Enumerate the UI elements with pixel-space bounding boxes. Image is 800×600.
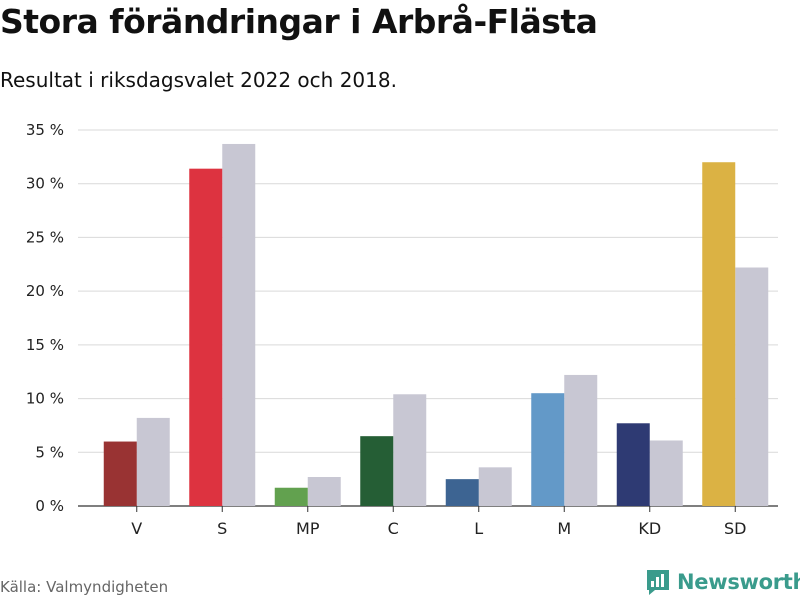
x-axis-ticks: V S MP C L M KD SD [131,506,746,538]
y-tick-label: 35 % [26,121,64,139]
bar-chart: 0 % 5 % 10 % 15 % 20 % 25 % 30 % 35 % V S MP C L M KD… [26,121,778,538]
y-tick-label: 30 % [26,175,64,193]
bar-2018-sd [735,267,769,506]
bar-2022-v [103,441,137,506]
y-tick-label: 10 % [26,390,64,408]
bar-2018-s [222,143,256,507]
y-tick-label: 0 % [35,497,64,515]
chart-subtitle: Resultat i riksdagsvalet 2022 och 2018. [0,68,397,92]
bar-2022-l [445,479,479,506]
source-note: Källa: Valmyndigheten [0,578,169,596]
x-tick-label: M [557,519,571,538]
bar-2022-s [189,168,223,506]
bar-2022-sd [702,162,736,506]
bar-2022-mp [274,487,308,506]
y-tick-label: 5 % [35,443,64,461]
x-tick-label: SD [724,519,746,538]
x-tick-label: C [388,519,399,538]
y-tick-label: 25 % [26,228,64,246]
bar-2018-v [136,417,170,506]
bar-2022-kd [616,423,650,506]
x-tick-label: KD [638,519,661,538]
y-tick-label: 15 % [26,336,64,354]
bar-2022-m [531,393,565,506]
x-tick-label: MP [296,519,320,538]
bar-2018-m [564,374,598,506]
chart-bubble-icon [647,570,669,595]
bar-2018-kd [649,440,683,506]
bars [103,143,769,507]
bar-2022-c [360,436,394,506]
bar-2018-l [478,467,512,506]
y-tick-label: 20 % [26,282,64,300]
bar-2018-mp [307,476,341,506]
bar-2018-c [393,394,427,506]
y-axis-ticks: 0 % 5 % 10 % 15 % 20 % 25 % 30 % 35 % [26,121,64,515]
x-tick-label: S [217,519,227,538]
chart-title: Stora förändringar i Arbrå-Flästa [0,2,598,41]
x-tick-label: L [474,519,483,538]
brand-name: Newsworthy [677,570,800,594]
brand-logo: Newsworthy [645,568,800,596]
x-tick-label: V [131,519,142,538]
